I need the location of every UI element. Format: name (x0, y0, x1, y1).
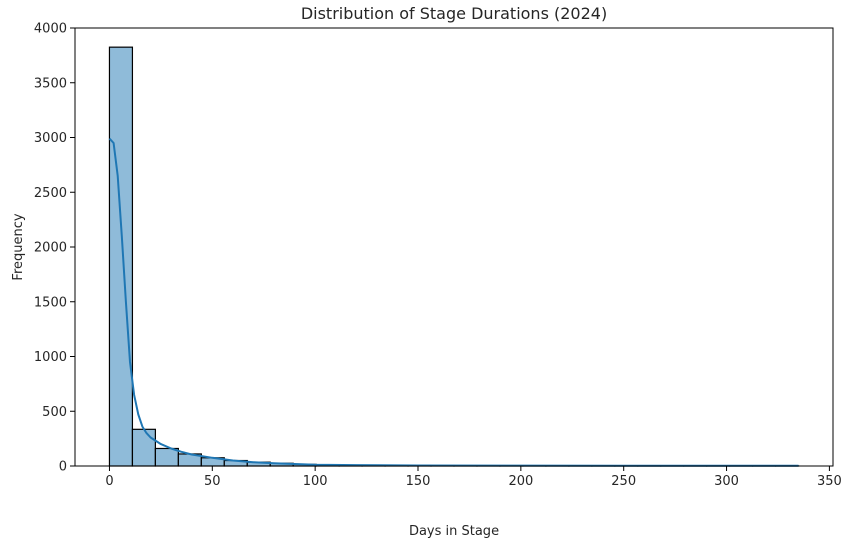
plot-frame (74, 27, 834, 467)
y-tick-label: 2000 (34, 241, 67, 256)
histogram-bar (154, 447, 179, 467)
x-tick-label: 350 (817, 474, 842, 489)
y-tick-label: 3500 (34, 76, 67, 91)
y-tick-label: 1500 (34, 295, 67, 310)
y-tick-label: 0 (59, 460, 67, 475)
x-tick-label: 300 (714, 474, 739, 489)
x-tick-label: 0 (105, 474, 113, 489)
y-tick-label: 2500 (34, 186, 67, 201)
y-axis-label: Frequency (11, 213, 26, 280)
y-axis-ticks: 0 500 1000 1500 2000 2500 3000 3500 4000 (34, 22, 75, 475)
x-tick-label: 50 (204, 474, 221, 489)
x-tick-label: 200 (508, 474, 533, 489)
y-tick-label: 4000 (34, 22, 67, 37)
histogram-bars (108, 46, 800, 467)
x-tick-label: 150 (406, 474, 431, 489)
histogram-bar (108, 46, 134, 467)
kde-curve-group (108, 137, 799, 467)
histogram-bar (131, 428, 156, 467)
kde-line (108, 137, 799, 467)
x-axis-ticks: 0 50 100 150 200 250 300 350 (105, 466, 842, 489)
x-axis-label: Days in Stage (409, 524, 499, 539)
x-tick-label: 100 (303, 474, 328, 489)
chart-title: Distribution of Stage Durations (2024) (301, 4, 607, 23)
y-tick-label: 500 (42, 405, 67, 420)
x-tick-label: 250 (611, 474, 636, 489)
y-tick-label: 1000 (34, 350, 67, 365)
y-tick-label: 3000 (34, 131, 67, 146)
